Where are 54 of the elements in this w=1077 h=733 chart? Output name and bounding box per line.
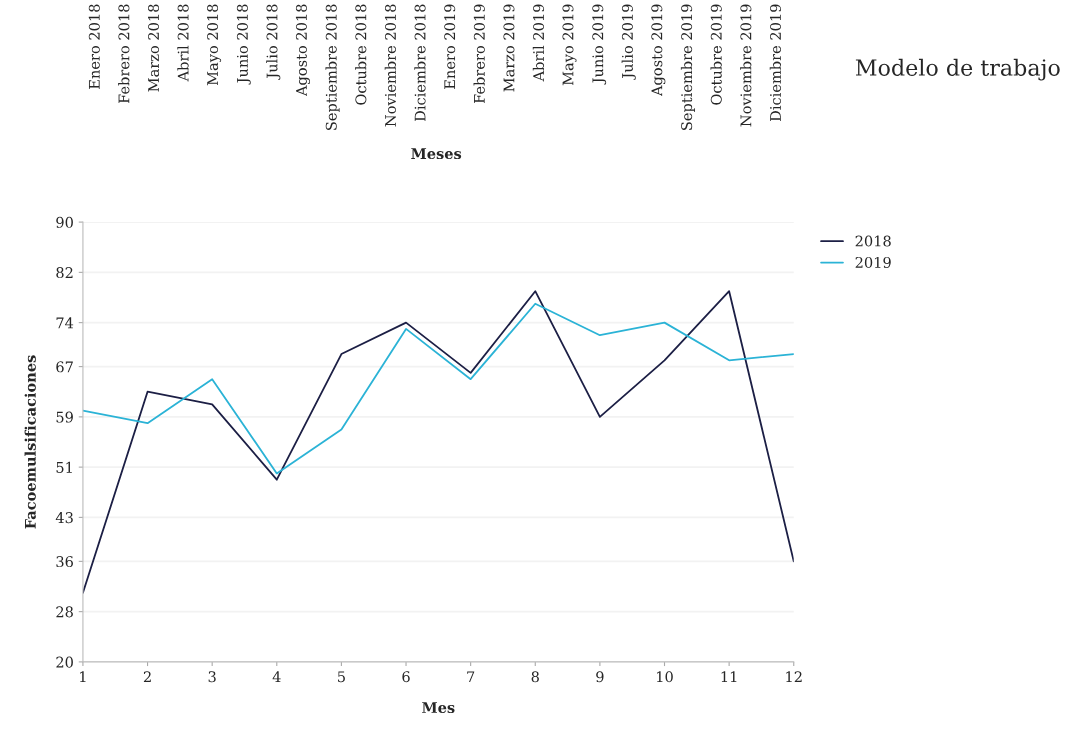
x-tick-label: 11 (721, 671, 737, 683)
x-tick-label: 3 (208, 671, 216, 683)
y-tick-label: 67 (56, 361, 73, 373)
y-tick-label: 59 (56, 411, 73, 423)
category-label: Febrero 2019 (473, 4, 485, 104)
line-series (82, 290, 794, 594)
category-label: Diciembre 2019 (769, 4, 782, 122)
x-tick-label: 4 (272, 671, 281, 683)
category-label: Diciembre 2018 (414, 4, 426, 122)
category-label: Mayo 2019 (562, 4, 577, 86)
x-axis-title: Mes (422, 702, 455, 713)
category-label: Septiembre 2019 (680, 4, 695, 130)
category-label: Junio 2019 (592, 4, 607, 85)
x-tick-label: 5 (338, 671, 345, 683)
category-label: Agosto 2018 (295, 4, 310, 97)
y-axis-title: Facoemulsificaciones (24, 355, 36, 529)
category-label: Abril 2019 (532, 4, 545, 82)
text: Modelo de trabajo (855, 58, 1060, 81)
category-label: Enero 2019 (444, 4, 456, 89)
x-tick-label: 7 (467, 671, 475, 683)
text: Meses (411, 148, 462, 160)
category-label: Julio 2018 (266, 4, 281, 80)
y-tick-label: 36 (56, 556, 73, 568)
category-label: Junio 2018 (236, 4, 251, 85)
legend-label: 2018 (855, 235, 891, 247)
y-tick-label: 43 (55, 512, 73, 524)
y-tick-label: 90 (56, 216, 73, 228)
category-label: Marzo 2018 (148, 4, 160, 92)
y-tick-label: 82 (56, 267, 73, 279)
category-label: Abril 2018 (177, 4, 189, 82)
x-tick-label: 6 (402, 671, 410, 683)
category-label: Mayo 2018 (207, 4, 222, 86)
category-label: Enero 2018 (88, 4, 100, 89)
category-label: Septiembre 2018 (325, 4, 340, 130)
category-label: Noviembre 2018 (384, 4, 396, 127)
category-label: Noviembre 2019 (740, 4, 752, 127)
y-tick-label: 74 (56, 317, 74, 329)
x-tick-label: 1 (80, 671, 86, 683)
x-tick-label: 9 (596, 671, 604, 683)
category-label: Octubre 2019 (710, 4, 722, 105)
y-tick-label: 28 (56, 606, 73, 618)
category-label: Febrero 2018 (118, 4, 130, 104)
x-tick-label: 10 (657, 671, 673, 683)
category-label: Julio 2019 (621, 4, 636, 80)
category-label: Marzo 2019 (503, 4, 515, 92)
y-tick-label: 51 (56, 461, 72, 473)
category-label: Octubre 2018 (355, 4, 367, 105)
x-tick-label: 2 (143, 671, 151, 683)
legend-label: 2019 (855, 256, 891, 268)
x-tick-label: 8 (531, 671, 539, 683)
category-label: Agosto 2019 (651, 4, 666, 97)
y-tick-label: 20 (56, 656, 73, 668)
line-series (82, 302, 794, 475)
x-tick-label: 12 (786, 671, 802, 683)
